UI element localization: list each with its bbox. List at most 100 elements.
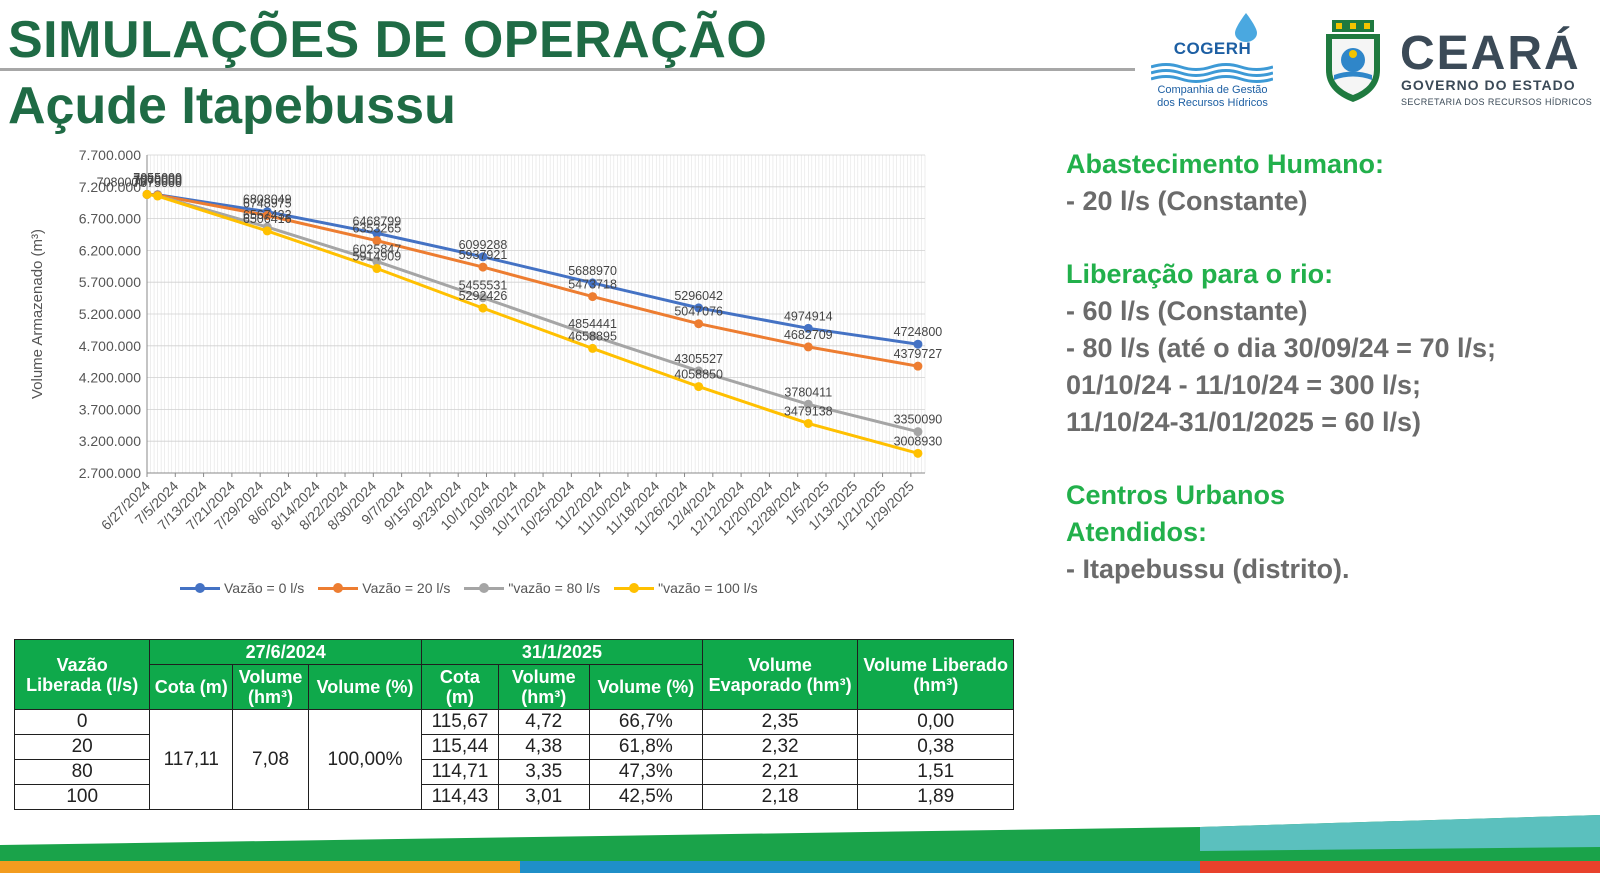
cell-volume: 4,38 xyxy=(497,734,590,760)
legend-label: Vazão = 20 l/s xyxy=(362,580,451,596)
data-point xyxy=(588,278,598,288)
cell-initial-cota: 117,11 xyxy=(149,709,234,810)
col-pct1-header: Volume (%) xyxy=(307,664,423,710)
cell-cota: 114,43 xyxy=(421,784,499,810)
y-tick-label: 3.200.000 xyxy=(79,433,141,449)
info-text-centers: - Itapebussu (distrito). xyxy=(1066,554,1350,584)
data-point xyxy=(803,399,813,409)
info-panel: Abastecimento Humano: - 20 l/s (Constant… xyxy=(1066,146,1596,588)
col-volume2-header: Volume (hm³) xyxy=(497,664,590,710)
data-label: 5473718 xyxy=(568,278,617,292)
page-title: SIMULAÇÕES DE OPERAÇÃO xyxy=(8,11,768,69)
data-label: 4682709 xyxy=(784,328,833,342)
table-row: 80 114,71 3,35 47,3% 2,21 1,51 xyxy=(13,759,1014,785)
cell-vazao: 100 xyxy=(13,784,151,810)
col-vazao-header: Vazão Liberada (l/s) xyxy=(13,639,151,710)
data-label: 5292426 xyxy=(459,289,508,303)
data-point xyxy=(588,292,598,302)
data-label: 3350090 xyxy=(894,413,943,427)
page-subtitle: Açude Itapebussu xyxy=(8,77,456,135)
cell-pct: 42,5% xyxy=(588,784,703,810)
data-label: 4724800 xyxy=(894,325,943,339)
chart-legend: Vazão = 0 l/s Vazão = 20 l/s "vazão = 80 l… xyxy=(180,580,758,596)
cell-cota: 115,44 xyxy=(421,734,499,760)
ceara-secretariat: SECRETARIA DOS RECURSOS HÍDRICOS xyxy=(1401,97,1593,107)
data-label: 6353265 xyxy=(353,222,402,236)
y-tick-label: 7.200.000 xyxy=(79,179,141,195)
title-divider xyxy=(0,68,1135,71)
ceara-government: GOVERNO DO ESTADO xyxy=(1401,77,1576,93)
data-label: 3479138 xyxy=(784,404,833,418)
legend-label: "vazão = 100 l/s xyxy=(658,580,758,596)
data-point xyxy=(142,189,152,199)
data-label: 4058850 xyxy=(674,368,723,382)
data-label: 5296042 xyxy=(674,289,723,303)
col-volume1-header: Volume (hm³) xyxy=(232,664,309,710)
data-label: 4379727 xyxy=(894,347,943,361)
data-point xyxy=(913,339,923,349)
data-label: 5914909 xyxy=(353,250,402,264)
data-point xyxy=(478,252,488,262)
legend-item: Vazão = 0 l/s xyxy=(180,580,304,596)
legend-swatch xyxy=(614,581,655,595)
ceara-logo: CEARÁ GOVERNO DO ESTADO SECRETARIA DOS R… xyxy=(1320,20,1595,115)
legend-swatch xyxy=(180,581,220,595)
data-label: 4854441 xyxy=(568,317,617,331)
legend-item: Vazão = 20 l/s xyxy=(318,580,450,596)
cell-pct: 47,3% xyxy=(588,759,703,785)
data-point xyxy=(262,210,272,220)
cell-vazao: 20 xyxy=(13,734,151,760)
data-point xyxy=(694,382,704,392)
data-label: 7075000 xyxy=(133,176,182,190)
data-label: 6567432 xyxy=(243,208,292,222)
data-point xyxy=(913,448,923,458)
cell-pct: 66,7% xyxy=(588,709,703,735)
cell-cota: 114,71 xyxy=(421,759,499,785)
data-point xyxy=(478,303,488,313)
data-label: 4658895 xyxy=(568,329,617,343)
data-label: 7060000 xyxy=(133,173,182,187)
cell-evap: 2,35 xyxy=(701,709,859,735)
data-point xyxy=(478,293,488,303)
cogerh-name: COGERH xyxy=(1173,39,1252,58)
data-label: 6468799 xyxy=(353,214,402,228)
data-point xyxy=(372,264,382,274)
volume-chart: 7.700.000 7.200.000 6.700.000 6.200.000 5.70… xyxy=(20,140,1030,610)
col-evap-header: Volume Evaporado (hm³) xyxy=(701,639,859,710)
cogerh-subtitle: Companhia de Gestão dos Recursos Hídrico… xyxy=(1157,84,1268,109)
table-row: 20 115,44 4,38 61,8% 2,32 0,38 xyxy=(13,734,1014,760)
ceara-name: CEARÁ xyxy=(1400,27,1581,80)
data-label: 4974914 xyxy=(784,309,833,323)
data-label: 6506416 xyxy=(243,212,292,226)
info-heading-supply: Abastecimento Humano: xyxy=(1066,149,1385,179)
data-point xyxy=(588,343,598,353)
table-row: 0 117,11 7,08 100,00% 115,67 4,72 66,7% … xyxy=(13,709,1014,810)
cell-evap: 2,21 xyxy=(701,759,859,785)
data-point xyxy=(694,303,704,313)
y-tick-label: 2.700.000 xyxy=(79,465,141,481)
legend-item: "vazão = 80 l/s xyxy=(464,580,600,596)
col-lib-header: Volume Liberado (hm³) xyxy=(857,639,1014,710)
data-label: 5688970 xyxy=(568,264,617,278)
cell-pct: 61,8% xyxy=(588,734,703,760)
data-point xyxy=(262,226,272,236)
legend-label: "vazão = 80 l/s xyxy=(508,580,601,596)
cell-lib: 0,38 xyxy=(857,734,1014,760)
info-text-release-2: - 80 l/s (até o dia 30/09/24 = 70 l/s; xyxy=(1066,333,1496,363)
waves-icon xyxy=(1151,63,1273,83)
legend-label: Vazão = 0 l/s xyxy=(224,580,305,596)
cell-volume: 3,35 xyxy=(497,759,590,785)
y-tick-label: 4.700.000 xyxy=(79,338,141,354)
y-tick-label: 6.700.000 xyxy=(79,211,141,227)
data-label: 7070000 xyxy=(133,174,182,188)
data-label: 3780411 xyxy=(784,385,832,399)
y-tick-label: 6.200.000 xyxy=(79,242,141,258)
cell-lib: 1,89 xyxy=(857,784,1014,810)
chart-plot: 7.700.000 7.200.000 6.700.000 6.200.000 5.70… xyxy=(29,147,943,539)
col-cota2-header: Cota (m) xyxy=(421,664,499,710)
data-point xyxy=(153,191,163,201)
cell-lib: 1,51 xyxy=(857,759,1014,785)
y-tick-label: 5.700.000 xyxy=(79,274,141,290)
data-label: 7080000 xyxy=(97,175,146,189)
y-tick-label: 5.200.000 xyxy=(79,306,141,322)
